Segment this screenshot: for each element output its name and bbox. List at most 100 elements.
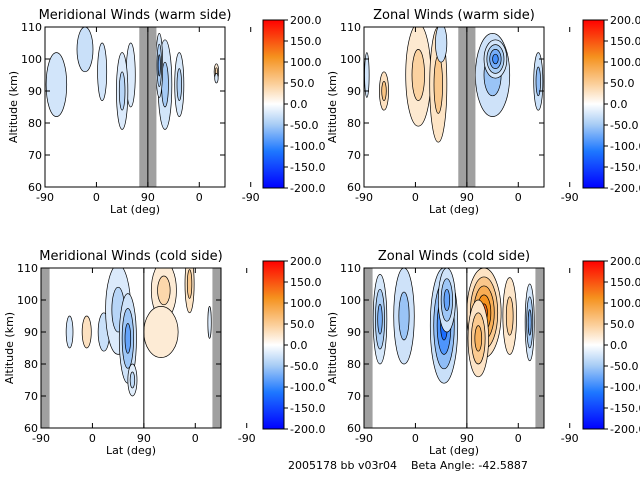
contour-field	[45, 27, 225, 187]
x-axis-label: Lat (deg)	[429, 444, 479, 457]
no-data-band-1	[364, 268, 373, 428]
colorbar-tick-label: 100.0	[610, 297, 640, 310]
y-tick-label: 80	[347, 358, 361, 371]
plot-frame	[44, 26, 226, 188]
colorbar-tick-label: -200.0	[290, 423, 325, 436]
colorbar-tick-label: -200.0	[290, 182, 325, 195]
chart-title: Zonal Winds (warm side)	[373, 8, 535, 23]
contour-level-1-3	[377, 303, 383, 335]
x-tick-label: 90	[137, 432, 151, 445]
x-tick-label: -90	[561, 191, 579, 204]
x-tick-label: 90	[460, 432, 474, 445]
plot-frame	[363, 267, 545, 429]
contour-level-5-3	[124, 323, 132, 354]
contour-field	[364, 268, 544, 428]
y-tick-label: 80	[28, 117, 42, 130]
colorbar-tick-label: -150.0	[610, 161, 640, 174]
contour-level-1-1	[45, 52, 68, 117]
no-data-band-2	[212, 268, 221, 428]
contour-level-5-2	[118, 71, 126, 111]
x-axis-label: Lat (deg)	[429, 203, 479, 216]
colorbar-tick-label: 150.0	[290, 35, 322, 48]
contour-level-7-2	[157, 275, 171, 306]
colorbar	[262, 19, 285, 189]
y-tick-label: 110	[21, 21, 42, 34]
y-tick-label: 100	[340, 294, 361, 307]
colorbar-tick-label: 100.0	[290, 297, 322, 310]
no-data-band-1	[41, 268, 50, 428]
colorbar-tick-label: -150.0	[610, 402, 640, 415]
colorbar-tick-label: -200.0	[610, 182, 640, 195]
y-tick-label: 100	[21, 53, 42, 66]
chart-title: Meridional Winds (cold side)	[39, 249, 222, 264]
x-tick-label: -90	[32, 432, 50, 445]
plot-frame	[40, 267, 222, 429]
colorbar-tick-label: 0.0	[290, 339, 308, 352]
colorbar-tick-label: -150.0	[290, 161, 325, 174]
colorbar-tick-label: 150.0	[610, 35, 640, 48]
colorbar-tick-label: 200.0	[290, 255, 322, 268]
contour-level-6-3	[474, 325, 483, 352]
y-tick-label: 70	[347, 390, 361, 403]
chart-title: Zonal Winds (cold side)	[378, 249, 530, 264]
y-tick-label: 90	[347, 85, 361, 98]
contour-level-4-2	[433, 55, 443, 114]
contour-level-7-2	[505, 296, 514, 336]
colorbar-tick-label: 200.0	[610, 255, 640, 268]
colorbar-tick-label: 200.0	[290, 14, 322, 27]
x-tick-label: 0	[89, 432, 96, 445]
plot-frame	[363, 26, 545, 188]
contour-level-8-2	[176, 68, 182, 101]
colorbar-tick-label: -150.0	[290, 402, 325, 415]
y-tick-label: 110	[340, 21, 361, 34]
colorbar-tick-label: -100.0	[610, 140, 640, 153]
colorbar-tick-label: -100.0	[290, 140, 325, 153]
y-tick-label: 60	[347, 422, 361, 435]
y-tick-label: 90	[28, 85, 42, 98]
contour-level-4-3	[443, 288, 451, 312]
y-axis-label: Altitude (km)	[3, 312, 16, 384]
contour-level-6-2	[129, 371, 136, 389]
plot-background	[45, 27, 225, 187]
colorbar-tick-label: 150.0	[610, 276, 640, 289]
y-axis-label: Altitude (km)	[326, 312, 339, 384]
contour-level-10-1	[207, 306, 212, 339]
colorbar-tick-label: 0.0	[610, 98, 628, 111]
colorbar-tick-label: -100.0	[610, 381, 640, 394]
colorbar-tick-label: -100.0	[290, 381, 325, 394]
contour-level-8-3	[527, 309, 532, 336]
y-tick-label: 70	[347, 149, 361, 162]
colorbar	[262, 260, 285, 430]
x-tick-label: 0	[192, 432, 199, 445]
colorbar-tick-label: 200.0	[610, 14, 640, 27]
x-tick-label: -90	[355, 432, 373, 445]
y-tick-label: 90	[24, 326, 38, 339]
colorbar	[582, 19, 605, 189]
x-tick-label: 0	[412, 432, 419, 445]
contour-level-8-1	[143, 306, 179, 358]
x-tick-label: -90	[561, 432, 579, 445]
contour-level-3-1	[97, 42, 108, 101]
contour-level-5-1	[435, 27, 448, 63]
contour-level-2-2	[381, 81, 387, 101]
contour-level-1-1	[364, 52, 370, 98]
contour-field	[364, 27, 544, 187]
x-axis-label: Lat (deg)	[106, 444, 156, 457]
no-data-band-2	[535, 268, 544, 428]
contour-level-1-1	[65, 315, 74, 349]
y-tick-label: 80	[347, 117, 361, 130]
colorbar-tick-label: 0.0	[290, 98, 308, 111]
contour-level-10-1	[214, 73, 219, 84]
x-tick-label: 0	[515, 191, 522, 204]
contour-level-9-2	[186, 269, 193, 299]
colorbar-tick-label: -200.0	[610, 423, 640, 436]
contour-level-2-1	[76, 27, 94, 73]
colorbar-tick-label: -50.0	[610, 119, 638, 132]
x-tick-label: 0	[93, 191, 100, 204]
x-tick-label: 90	[460, 191, 474, 204]
colorbar-tick-label: 50.0	[610, 77, 635, 90]
